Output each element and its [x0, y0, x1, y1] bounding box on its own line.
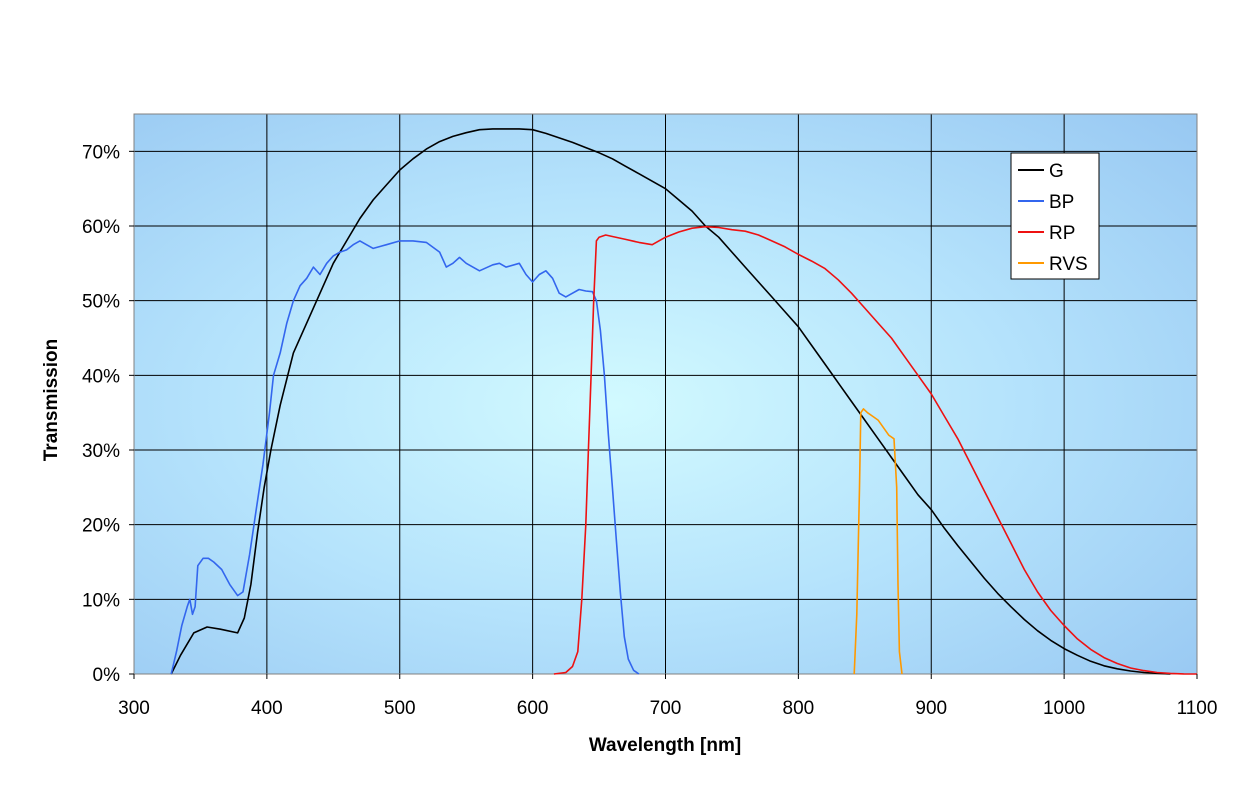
series-line-g — [170, 128, 1171, 675]
x-tick-label: 1100 — [1177, 698, 1218, 719]
series-line-rp — [553, 225, 1198, 675]
x-tick-label: 1000 — [1043, 698, 1085, 719]
legend: G BP RP RVS — [1010, 152, 1100, 280]
series-layer — [170, 128, 1198, 675]
y-tick-label: 50% — [82, 292, 120, 313]
x-axis-title: Wavelength [nm] — [589, 735, 741, 756]
x-tick-label: 600 — [517, 698, 549, 719]
legend-label-rvs: RVS — [1049, 254, 1088, 275]
y-tick-labels: 0% 10% 20% 30% 40% 50% 60% 70% — [82, 142, 134, 686]
series-line-bp — [170, 240, 640, 675]
y-tick-label: 30% — [82, 441, 120, 462]
x-tick-label: 400 — [251, 698, 283, 719]
x-tick-label: 800 — [783, 698, 815, 719]
legend-box — [1010, 152, 1100, 280]
y-tick-label: 60% — [82, 217, 120, 238]
x-tick-labels: 300 400 500 600 700 800 900 1000 1100 — [118, 674, 1217, 719]
y-tick-label: 10% — [82, 590, 120, 611]
legend-label-g: G — [1049, 161, 1064, 182]
x-tick-label: 300 — [118, 698, 150, 719]
y-tick-label: 40% — [82, 366, 120, 387]
y-axis-title: Transmission — [41, 339, 62, 462]
y-tick-label: 20% — [82, 516, 120, 537]
y-tick-label: 70% — [82, 142, 120, 163]
y-tick-label: 0% — [93, 665, 121, 686]
x-tick-label: 500 — [384, 698, 416, 719]
legend-label-bp: BP — [1049, 192, 1074, 213]
grid-lines — [134, 114, 1197, 674]
x-tick-label: 900 — [915, 698, 947, 719]
x-tick-label: 700 — [650, 698, 682, 719]
legend-label-rp: RP — [1049, 223, 1075, 244]
series-line-rvs — [853, 408, 903, 675]
